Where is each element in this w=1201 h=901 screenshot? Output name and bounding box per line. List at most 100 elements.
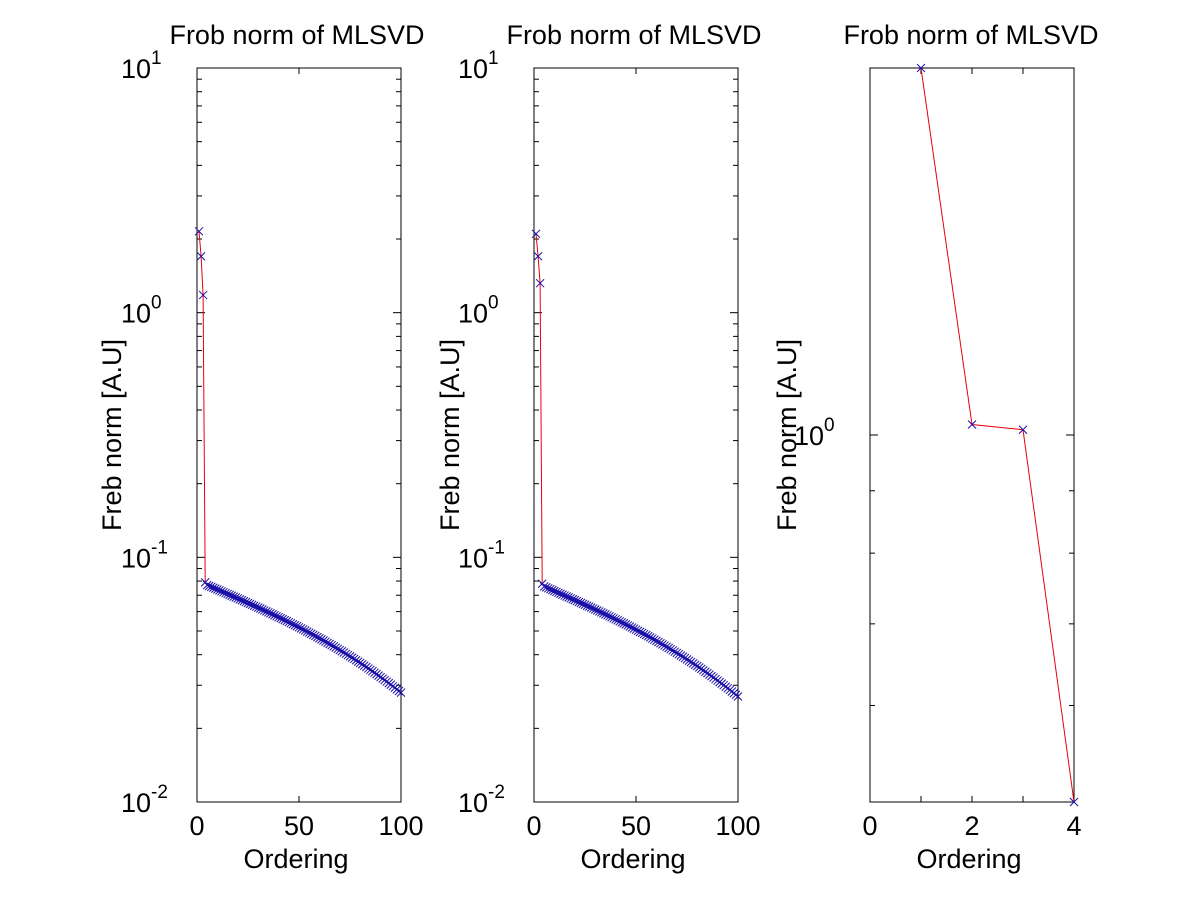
data-point-marker [629,624,639,633]
data-point-marker [1018,425,1028,435]
subplot-2-ylabel: Freb norm [A.U] [435,339,465,531]
subplot-2-axes-frame [533,67,739,803]
data-point-marker [674,649,684,659]
subplot-2-xlabel: Ordering [580,844,685,874]
subplot-1-axes-frame [196,67,402,803]
data-point-marker [621,620,631,629]
subplot-2-series [531,229,743,701]
data-point-marker [327,640,336,650]
x-tick-label: 50 [284,811,314,841]
data-point-marker [290,620,300,630]
data-point-marker [533,251,543,261]
y-tick-label: 10 [794,421,824,451]
subplot-2-ticks [533,67,739,803]
data-point-marker [643,631,653,641]
x-tick-label: 0 [862,811,877,841]
data-point-marker [619,619,629,628]
data-point-marker [292,621,302,631]
series-line [920,67,1075,803]
data-point-marker [633,626,643,636]
y-tick-label: 10 [121,788,151,818]
data-point-marker [676,651,686,660]
data-point-marker [635,627,645,637]
x-tick-label: 0 [526,811,541,841]
data-point-marker [660,641,669,650]
data-point-marker [607,612,616,622]
data-point-marker [304,628,314,638]
data-point-marker [339,648,349,657]
data-point-marker [335,645,345,655]
data-point-marker [647,634,657,643]
data-point-marker [645,633,655,642]
data-point-marker [341,649,351,659]
data-point-marker [345,651,355,661]
subplot-3-x-tick-labels: 0 2 4 [862,811,1081,841]
subplot-3: Frob norm of MLSVD Ordering Freb norm [A… [772,20,1099,874]
data-point-marker [670,647,680,657]
data-point-marker [603,610,612,620]
data-point-marker [323,638,332,648]
data-point-marker [652,636,661,646]
data-point-marker [298,625,308,634]
data-point-marker [605,611,614,621]
x-tick-label: 50 [621,811,651,841]
data-point-marker [319,636,328,645]
data-point-marker [321,637,330,647]
data-point-marker [623,621,633,630]
data-point-marker [664,643,673,653]
data-point-marker [347,653,357,662]
x-tick-label: 2 [964,811,979,841]
data-point-marker [196,251,206,261]
data-point-marker [308,630,318,640]
subplot-2-x-tick-labels: 0 50 100 [526,811,760,841]
y-tick-label-exponent: 0 [824,415,835,436]
data-point-marker [654,637,663,647]
data-point-marker [276,613,285,623]
data-point-marker [337,646,347,656]
subplot-1-x-tick-labels: 0 50 100 [189,811,423,841]
data-point-marker [310,631,320,641]
data-point-marker [315,633,324,643]
y-tick-label-exponent: -1 [151,537,168,558]
subplot-1-ylabel: Freb norm [A.U] [97,339,127,531]
subplot-1: Frob norm of MLSVD Ordering Freb norm [A… [97,20,425,874]
data-point-marker [343,650,353,660]
data-point-marker [668,646,678,655]
data-point-marker [284,617,294,627]
data-point-marker [333,644,343,654]
data-point-marker [601,609,610,619]
subplot-3-xlabel: Ordering [916,844,1021,874]
data-point-marker [286,618,296,628]
data-point-marker [325,639,334,649]
data-point-marker [351,655,361,665]
data-point-marker [288,619,298,629]
y-tick-label: 10 [458,543,488,573]
y-tick-label: 10 [121,543,151,573]
x-tick-label: 0 [189,811,204,841]
data-point-marker [396,688,406,697]
data-point-marker [631,625,641,635]
data-point-marker [535,278,545,288]
data-point-marker [302,627,312,636]
y-tick-label: 10 [121,299,151,329]
data-point-marker [272,611,281,621]
data-point-marker [733,692,743,701]
subplot-3-title: Frob norm of MLSVD [843,20,1098,50]
y-tick-label: 10 [458,299,488,329]
y-tick-label-exponent: -2 [488,782,505,803]
data-point-marker [916,63,926,73]
data-point-marker [282,616,292,626]
data-point-marker [672,648,682,658]
y-tick-label-exponent: 0 [151,293,162,314]
data-point-marker [656,638,665,648]
data-point-marker [198,290,208,300]
y-tick-label-exponent: -1 [488,537,505,558]
y-tick-label-exponent: 0 [488,293,499,314]
data-point-marker [611,614,620,624]
data-point-marker [613,615,622,625]
data-point-marker [625,622,635,631]
data-point-marker [650,635,659,645]
data-point-marker [615,616,625,626]
data-point-marker [682,655,692,664]
